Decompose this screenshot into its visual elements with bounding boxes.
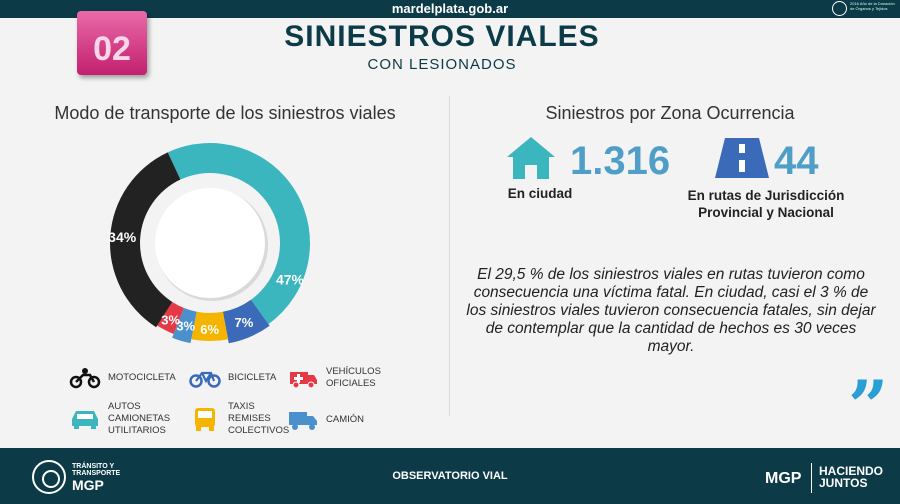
donut-slice — [110, 152, 181, 328]
legend-label: BICICLETA — [228, 372, 277, 383]
seal-caption: 2016 Año de la Donación de Órganos y Tej… — [850, 1, 895, 11]
section-number: 02 — [93, 30, 131, 68]
footer-slogan-line1: HACIENDO — [819, 464, 884, 478]
top-bar: mardelplata.gob.ar 2016 Año de la Donaci… — [0, 0, 900, 18]
bicycle-icon — [188, 365, 222, 391]
summary-paragraph: El 29,5 % de los siniestros viales en ru… — [466, 266, 876, 355]
legend-item-taxis: TAXIS REMISES COLECTIVOS — [188, 401, 289, 437]
footer-slogan: HACIENDO JUNTOS — [819, 465, 883, 489]
transit-seal-icon — [32, 460, 66, 494]
section-badge: 02 — [77, 11, 147, 75]
legend-item-autos: AUTOS CAMIONETAS UTILITARIOS — [68, 401, 170, 437]
legend-item-camion: CAMIÓN — [286, 407, 364, 433]
legend-label: VEHÍCULOS OFICIALES — [326, 366, 381, 389]
footer-org-name: TRÁNSITO Y TRANSPORTE — [72, 463, 121, 477]
donut-slice — [157, 301, 185, 334]
road-icon — [715, 138, 769, 178]
donut-slice — [191, 311, 229, 342]
routes-count: 44 — [774, 139, 819, 183]
page-subtitle: CON LESIONADOS — [367, 56, 517, 73]
footer-org-abbr: MGP — [72, 477, 104, 493]
legend-label: CAMIÓN — [326, 414, 364, 425]
donut-slice-label: 6% — [200, 322, 219, 337]
quote-mark: ” — [848, 365, 889, 448]
site-url[interactable]: mardelplata.gob.ar — [391, 1, 509, 16]
footer: TRÁNSITO Y TRANSPORTE MGP OBSERVATORIO V… — [0, 448, 900, 504]
panel-divider — [449, 96, 450, 416]
taxi-icon — [188, 406, 222, 432]
donut-slice — [172, 307, 197, 344]
legend-item-motocicleta: MOTOCICLETA — [68, 365, 176, 391]
legend-item-vehiculos-oficiales: VEHÍCULOS OFICIALES — [286, 365, 381, 391]
donut-slice — [167, 143, 310, 325]
donut-slice-label: 34% — [108, 229, 137, 245]
donut-slice — [222, 299, 270, 344]
footer-slogan-line2: JUNTOS — [819, 476, 868, 490]
motorcycle-icon — [68, 365, 102, 391]
donut-hole — [155, 188, 265, 298]
transport-mode-donut-chart: 47% 7% 6% 3%3% 34% — [108, 143, 310, 344]
footer-title: OBSERVATORIO VIAL — [392, 470, 508, 482]
truck-icon — [286, 407, 320, 433]
city-count: 1.316 — [570, 139, 671, 183]
zone-heading: Siniestros por Zona Ocurrencia — [545, 103, 795, 123]
footer-brand: MGP — [765, 470, 802, 487]
city-label: En ciudad — [507, 186, 573, 201]
ambulance-icon — [286, 365, 320, 391]
donut-slice-label: 3% — [161, 312, 180, 327]
page-title: SINIESTROS VIALES — [284, 20, 600, 53]
municipal-seal-icon — [832, 1, 847, 16]
routes-label: En rutas de Jurisdicción Provincial y Na… — [687, 188, 845, 220]
legend-label: TAXIS REMISES COLECTIVOS — [228, 401, 290, 436]
car-icon — [68, 406, 102, 432]
legend-item-bicicleta: BICICLETA — [188, 365, 276, 391]
footer-separator — [811, 463, 812, 493]
donut-slice-label: 7% — [234, 315, 253, 330]
donut-slice-label: 47% — [276, 272, 305, 288]
legend-label: MOTOCICLETA — [108, 372, 176, 383]
house-icon — [507, 137, 555, 179]
chart-heading: Modo de transporte de los siniestros via… — [54, 103, 396, 123]
legend-label: AUTOS CAMIONETAS UTILITARIOS — [108, 401, 171, 436]
donut-slice-label: 3% — [176, 319, 195, 334]
